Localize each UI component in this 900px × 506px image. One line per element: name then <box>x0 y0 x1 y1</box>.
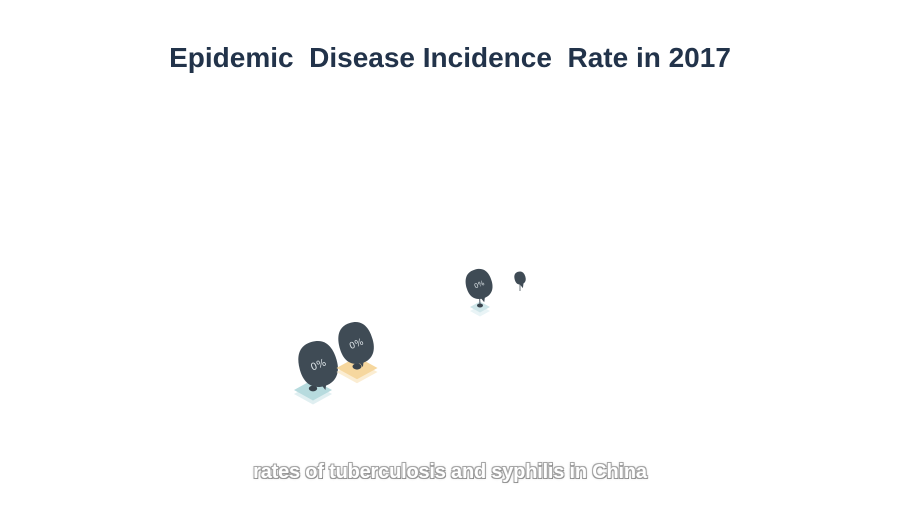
svg-text:0%: 0% <box>309 357 328 373</box>
balloon-group: 0% <box>336 321 378 384</box>
chart-title: Epidemic Disease Incidence Rate in 2017 <box>169 42 731 73</box>
balloon-group: 0% <box>465 268 493 317</box>
subtitle-caption: rates of tuberculosis and syphilis in Ch… <box>253 461 647 483</box>
balloon-group: 0% <box>294 340 338 405</box>
svg-text:0%: 0% <box>473 279 486 290</box>
balloon-group <box>514 271 526 291</box>
